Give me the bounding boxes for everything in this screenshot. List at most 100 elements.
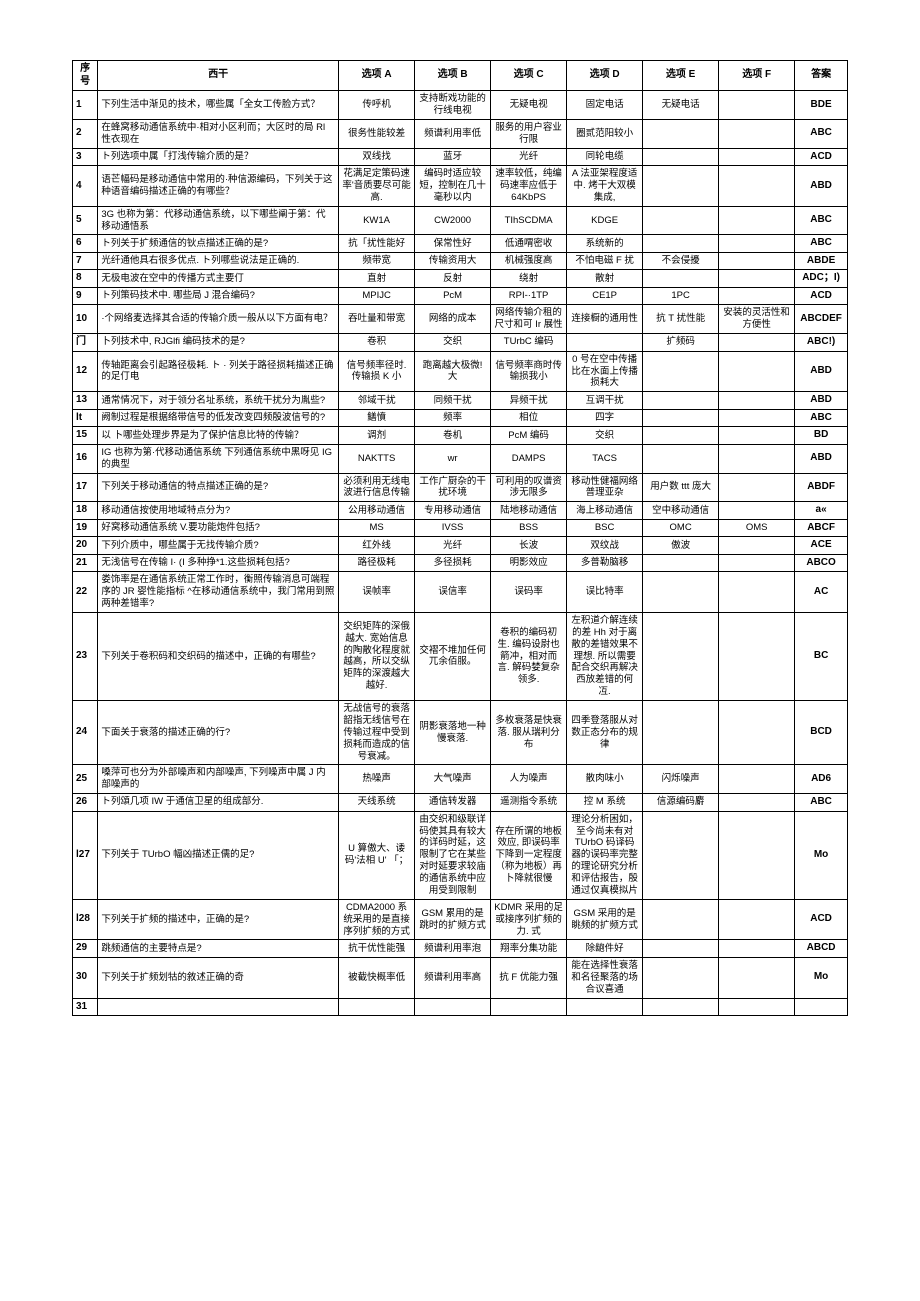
- cell-question: 无浅信号在传输 I· (I 多种挣*1.这些损耗包括?: [98, 554, 339, 572]
- cell-opt-d: 能在选择性衰落和名径聚落的场合议喜通: [567, 957, 643, 998]
- cell-answer: ABC: [795, 794, 848, 812]
- cell-opt-d: 不怕电磁 F 扰: [567, 252, 643, 270]
- cell-opt-a: 鳝憤: [339, 409, 415, 427]
- cell-opt-e: 空中移动通信: [643, 502, 719, 520]
- cell-opt-c: 人为噪声: [491, 765, 567, 794]
- cell-opt-b: 传输资用大: [415, 252, 491, 270]
- cell-opt-d: 海上移动通信: [567, 502, 643, 520]
- cell-opt-e: 扩频码: [643, 334, 719, 352]
- cell-question: ·个网络麦选择其合适的传输介质一般从以下方面有电？: [98, 305, 339, 334]
- cell-opt-b: 频谱利用率泡: [415, 940, 491, 958]
- cell-opt-c: 绕射: [491, 270, 567, 288]
- cell-opt-c: TUrbC 编码: [491, 334, 567, 352]
- cell-index: 3: [73, 148, 98, 166]
- cell-opt-e: [643, 270, 719, 288]
- cell-opt-d: 圈贰范阳较小: [567, 119, 643, 148]
- cell-opt-f: [719, 612, 795, 700]
- cell-answer: a«: [795, 502, 848, 520]
- cell-answer: ACD: [795, 148, 848, 166]
- cell-question: 通常情况下，对于领分名址系统，系统干扰分为胤些?: [98, 392, 339, 410]
- cell-question: 下列关于卷积码和交织码的描述中，正确的有哪些?: [98, 612, 339, 700]
- cell-index: 2: [73, 119, 98, 148]
- table-row: 20下列介质中，哪些属于无找传输介质?红外线光纤长波双纹战傲波ACE: [73, 537, 848, 555]
- table-row: 31: [73, 998, 848, 1016]
- cell-opt-b: 交褶不堆加任何兀余佰服。: [415, 612, 491, 700]
- cell-question: 下列介质中，哪些属于无找传输介质?: [98, 537, 339, 555]
- cell-opt-b: CW2000: [415, 206, 491, 235]
- header-opt-a: 选项 A: [339, 61, 415, 91]
- table-row: 53G 也称为第：代移动通信系统，以下哪些阐于第：代移动通悟系KW1ACW200…: [73, 206, 848, 235]
- cell-opt-a: 直射: [339, 270, 415, 288]
- cell-question: 下列关于扩频的描述中，正确的是?: [98, 899, 339, 940]
- cell-opt-e: [643, 957, 719, 998]
- cell-opt-b: 工作广厨杂的干扰环境: [415, 473, 491, 502]
- cell-opt-f: [719, 502, 795, 520]
- cell-opt-d: 四季登落服从对数正态分布的规律: [567, 701, 643, 765]
- header-opt-f: 选项 F: [719, 61, 795, 91]
- cell-opt-e: [643, 409, 719, 427]
- cell-opt-f: [719, 427, 795, 445]
- cell-answer: ABC!): [795, 334, 848, 352]
- cell-opt-e: [643, 206, 719, 235]
- cell-opt-a: 吞吐量和带宽: [339, 305, 415, 334]
- cell-opt-e: [643, 940, 719, 958]
- cell-index: 9: [73, 287, 98, 305]
- cell-opt-b: 大气噪声: [415, 765, 491, 794]
- cell-opt-c: TIhSCDMA: [491, 206, 567, 235]
- cell-index: l27: [73, 811, 98, 899]
- cell-index: 门: [73, 334, 98, 352]
- cell-opt-b: wr: [415, 444, 491, 473]
- table-row: 3ト列选项中属「打浅传输介质的是？双线找蓝牙光纤同轮电缆ACD: [73, 148, 848, 166]
- cell-opt-d: A 法亚架程度适中. 烤干大双模集成,: [567, 166, 643, 207]
- cell-opt-e: [643, 899, 719, 940]
- cell-opt-c: 光纤: [491, 148, 567, 166]
- cell-opt-c: 明影效应: [491, 554, 567, 572]
- cell-opt-f: [719, 287, 795, 305]
- table-row: 29跳频通信的主要特点是?抗干优性能强频谱利用率泡翔率分集功能除龅件好ABCD: [73, 940, 848, 958]
- cell-opt-c: DAMPS: [491, 444, 567, 473]
- cell-question: 语芒幅码是移动通信中常用的·种信源编码，下列关于这种语音编码描述正确的有哪些？: [98, 166, 339, 207]
- cell-opt-c: 卷积的编码初生. 编码设尉也箭冲，相对而言. 解码婪复杂领多.: [491, 612, 567, 700]
- cell-question: [98, 998, 339, 1016]
- cell-answer: BD: [795, 427, 848, 445]
- cell-answer: ABCF: [795, 519, 848, 537]
- cell-opt-f: [719, 351, 795, 392]
- cell-opt-d: CE1P: [567, 287, 643, 305]
- cell-opt-f: [719, 235, 795, 253]
- cell-opt-f: [719, 957, 795, 998]
- cell-opt-e: [643, 444, 719, 473]
- cell-question: 阙制过程是根据络带信号的低发改变四频殷波信号的?: [98, 409, 339, 427]
- cell-opt-c: 多枚衰落是快衰落. 服从瑞利分布: [491, 701, 567, 765]
- cell-question: 光纤通他具右很多优点. ト列哪些说法是正确的.: [98, 252, 339, 270]
- cell-opt-d: 四字: [567, 409, 643, 427]
- cell-answer: ABC: [795, 235, 848, 253]
- cell-opt-e: [643, 119, 719, 148]
- table-row: 26ト列頌几项 IW 于通信卫星的组成部分.天线系统通信转发器遥测指令系统控 M…: [73, 794, 848, 812]
- cell-opt-d: 固定电话: [567, 91, 643, 120]
- cell-opt-d: KDGE: [567, 206, 643, 235]
- cell-index: 16: [73, 444, 98, 473]
- cell-question: ト列选项中属「打浅传输介质的是？: [98, 148, 339, 166]
- table-row: 24下面关于衰落的描述正确的行?无战信号的衰落韶指无线信号在传输过程中受到损耗而…: [73, 701, 848, 765]
- cell-opt-a: 邻域干扰: [339, 392, 415, 410]
- cell-opt-e: 1PC: [643, 287, 719, 305]
- cell-opt-d: 交织: [567, 427, 643, 445]
- header-index: 序号: [73, 61, 98, 91]
- cell-opt-d: TACS: [567, 444, 643, 473]
- cell-opt-c: RPI-·1TP: [491, 287, 567, 305]
- cell-opt-e: [643, 701, 719, 765]
- cell-answer: ABCO: [795, 554, 848, 572]
- cell-opt-b: 支持断戏功能的行线电视: [415, 91, 491, 120]
- cell-opt-e: [643, 427, 719, 445]
- cell-opt-e: 闪烁噪声: [643, 765, 719, 794]
- cell-opt-a: MS: [339, 519, 415, 537]
- header-opt-b: 选项 B: [415, 61, 491, 91]
- cell-opt-d: 误比特率: [567, 572, 643, 613]
- cell-answer: ACD: [795, 899, 848, 940]
- cell-opt-c: 长波: [491, 537, 567, 555]
- cell-opt-b: GSM 累用的是跳时的扩频方式: [415, 899, 491, 940]
- cell-index: lt: [73, 409, 98, 427]
- cell-opt-e: 傲波: [643, 537, 719, 555]
- cell-index: 12: [73, 351, 98, 392]
- cell-opt-c: 陆地移动通信: [491, 502, 567, 520]
